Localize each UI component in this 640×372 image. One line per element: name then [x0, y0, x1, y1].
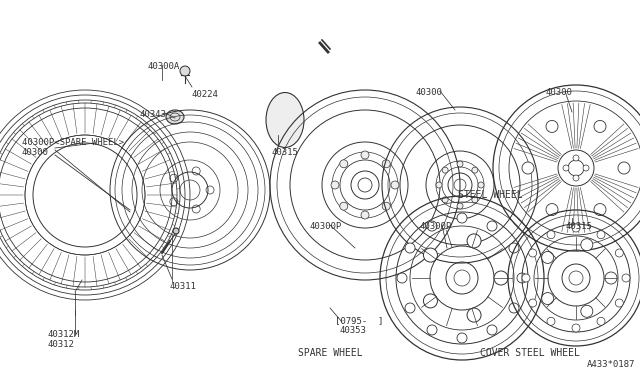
Circle shape	[594, 121, 606, 132]
Circle shape	[573, 175, 579, 181]
Text: 40353: 40353	[340, 326, 367, 335]
Circle shape	[546, 121, 558, 132]
Text: 40315: 40315	[565, 222, 592, 231]
Text: 40300P: 40300P	[420, 222, 452, 231]
Circle shape	[472, 197, 478, 203]
Circle shape	[572, 224, 580, 232]
Circle shape	[331, 181, 339, 189]
Circle shape	[597, 317, 605, 325]
Text: A433*0187: A433*0187	[587, 360, 635, 369]
Circle shape	[541, 292, 554, 305]
Circle shape	[572, 324, 580, 332]
Text: 40311: 40311	[170, 282, 197, 291]
Text: COVER STEEL WHEEL: COVER STEEL WHEEL	[480, 348, 580, 358]
Circle shape	[581, 305, 593, 317]
Circle shape	[615, 249, 623, 257]
Circle shape	[436, 182, 442, 188]
Text: 40300A: 40300A	[148, 62, 180, 71]
Text: 40312: 40312	[48, 340, 75, 349]
Circle shape	[340, 202, 348, 210]
Circle shape	[487, 325, 497, 335]
Circle shape	[382, 160, 390, 168]
Ellipse shape	[166, 110, 184, 124]
Circle shape	[457, 333, 467, 343]
Circle shape	[573, 155, 579, 161]
Circle shape	[457, 161, 463, 167]
Circle shape	[467, 234, 481, 248]
Circle shape	[472, 167, 478, 173]
Ellipse shape	[266, 93, 304, 148]
Text: 40300P: 40300P	[310, 222, 342, 231]
Text: SPARE WHEEL: SPARE WHEEL	[298, 348, 362, 358]
Circle shape	[427, 221, 437, 231]
Circle shape	[546, 203, 558, 215]
Text: 40312M: 40312M	[48, 330, 80, 339]
Circle shape	[405, 303, 415, 313]
Text: 40224: 40224	[192, 90, 219, 99]
Circle shape	[173, 228, 179, 234]
Text: 40300: 40300	[545, 88, 572, 97]
Circle shape	[509, 303, 519, 313]
Circle shape	[618, 162, 630, 174]
Text: 40300: 40300	[415, 88, 442, 97]
Circle shape	[424, 294, 438, 308]
Text: 40343: 40343	[140, 110, 167, 119]
Circle shape	[405, 243, 415, 253]
Circle shape	[581, 239, 593, 251]
Circle shape	[478, 182, 484, 188]
Circle shape	[382, 202, 390, 210]
Circle shape	[391, 181, 399, 189]
Text: 40300: 40300	[22, 148, 49, 157]
Circle shape	[529, 249, 537, 257]
Circle shape	[522, 274, 530, 282]
Text: 40315: 40315	[272, 148, 299, 157]
Circle shape	[563, 165, 569, 171]
Circle shape	[615, 299, 623, 307]
Circle shape	[442, 167, 448, 173]
Circle shape	[597, 231, 605, 239]
Circle shape	[522, 162, 534, 174]
Circle shape	[361, 211, 369, 219]
Circle shape	[180, 66, 190, 76]
Circle shape	[594, 203, 606, 215]
Circle shape	[509, 243, 519, 253]
Text: [0795-  ]: [0795- ]	[335, 316, 383, 325]
Circle shape	[361, 151, 369, 159]
Circle shape	[517, 273, 527, 283]
Circle shape	[397, 273, 407, 283]
Circle shape	[427, 325, 437, 335]
Circle shape	[340, 160, 348, 168]
Text: STEEL WHEEL: STEEL WHEEL	[458, 190, 522, 200]
Circle shape	[457, 203, 463, 209]
Circle shape	[583, 165, 589, 171]
Circle shape	[487, 221, 497, 231]
Circle shape	[494, 271, 508, 285]
Circle shape	[442, 197, 448, 203]
Circle shape	[547, 231, 555, 239]
Circle shape	[605, 272, 617, 284]
Text: 40300P<SPARE WHEEL>: 40300P<SPARE WHEEL>	[22, 138, 124, 147]
Circle shape	[457, 213, 467, 223]
Circle shape	[541, 251, 554, 263]
Circle shape	[547, 317, 555, 325]
Circle shape	[424, 248, 438, 262]
Circle shape	[622, 274, 630, 282]
Circle shape	[467, 308, 481, 322]
Circle shape	[529, 299, 537, 307]
